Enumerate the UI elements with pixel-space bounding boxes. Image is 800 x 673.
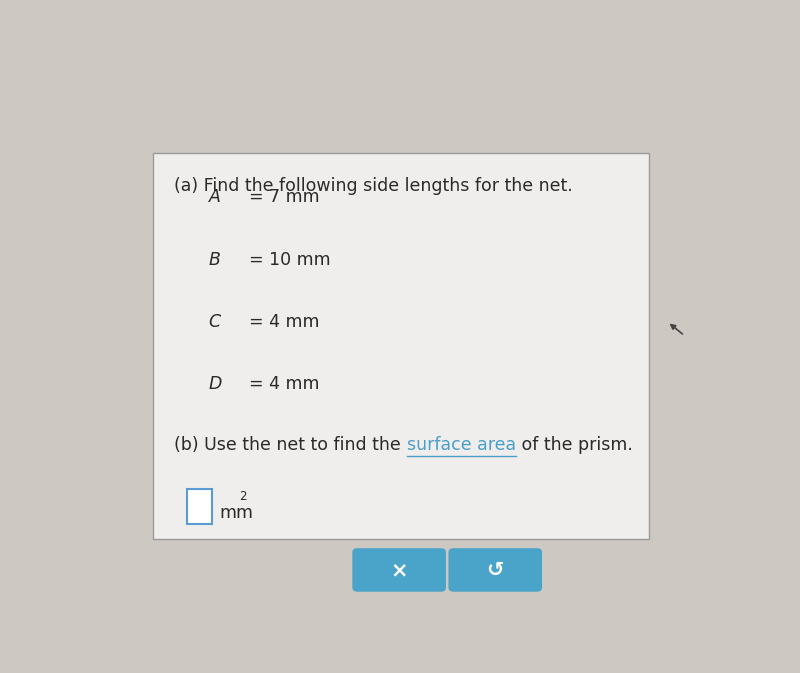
Text: A: A — [209, 188, 220, 207]
FancyBboxPatch shape — [187, 489, 211, 524]
Text: mm: mm — [219, 504, 253, 522]
Text: (a) Find the following side lengths for the net.: (a) Find the following side lengths for … — [174, 176, 573, 194]
Text: C: C — [209, 313, 221, 330]
Text: D: D — [209, 375, 222, 393]
Text: = 10 mm: = 10 mm — [249, 250, 330, 269]
Text: ×: × — [390, 560, 408, 580]
Text: = 4 mm: = 4 mm — [249, 313, 319, 330]
Text: 2: 2 — [239, 490, 247, 503]
Text: of the prism.: of the prism. — [516, 436, 633, 454]
Text: (b) Use the net to find the: (b) Use the net to find the — [174, 436, 406, 454]
Text: = 7 mm: = 7 mm — [249, 188, 319, 207]
Text: = 4 mm: = 4 mm — [249, 375, 319, 393]
Text: ↺: ↺ — [486, 560, 504, 580]
FancyBboxPatch shape — [153, 153, 649, 539]
FancyBboxPatch shape — [352, 548, 446, 592]
Text: surface area: surface area — [406, 436, 516, 454]
FancyBboxPatch shape — [449, 548, 542, 592]
Text: B: B — [209, 250, 220, 269]
